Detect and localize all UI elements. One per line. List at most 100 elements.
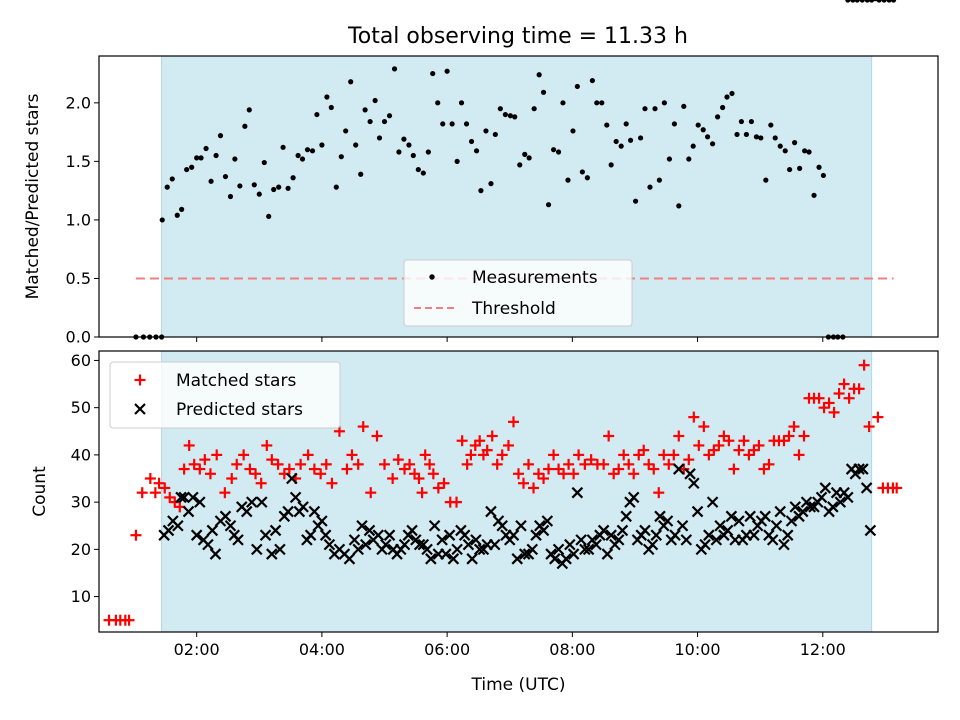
measurement-point	[604, 122, 609, 127]
measurement-point	[257, 192, 262, 197]
measurement-point	[262, 160, 267, 165]
measurement-point	[450, 121, 455, 126]
measurement-point	[517, 162, 522, 167]
measurement-point	[478, 188, 483, 193]
measurement-point	[787, 167, 792, 172]
measurement-point	[667, 156, 672, 161]
measurement-point	[724, 94, 729, 99]
x-tick-label: 10:00	[675, 640, 721, 659]
measurement-point	[426, 149, 431, 154]
measurement-point	[797, 166, 802, 171]
measurement-point	[570, 128, 575, 133]
measurement-point	[754, 134, 759, 139]
measurement-point	[459, 100, 464, 105]
measurement-point	[339, 154, 344, 159]
measurement-point	[729, 91, 734, 96]
measurement-point	[633, 199, 638, 204]
figure-title: Total observing time = 11.33 h	[347, 24, 688, 49]
legend: Measurements Threshold	[404, 260, 632, 326]
measurement-point	[305, 147, 310, 152]
measurement-point	[310, 148, 315, 153]
measurement-point	[353, 142, 358, 147]
measurement-point	[290, 175, 295, 180]
measurement-point	[701, 127, 706, 132]
measurement-point	[647, 185, 652, 190]
measurement-point	[474, 148, 479, 153]
measurement-point	[628, 138, 633, 143]
measurement-point	[624, 121, 629, 126]
measurement-point	[401, 137, 406, 142]
measurement-point	[585, 175, 590, 180]
legend-predicted-label: Predicted stars	[176, 400, 303, 420]
y-tick-label: 1.5	[66, 152, 91, 171]
x-axis-label: Time (UTC)	[471, 675, 566, 695]
measurement-point	[768, 122, 773, 127]
measurement-point	[512, 114, 517, 119]
measurement-point	[363, 107, 368, 112]
measurement-point	[614, 139, 619, 144]
y-tick-label: 0.5	[66, 269, 91, 288]
measurement-point	[508, 113, 513, 118]
measurement-point	[300, 156, 305, 161]
measurement-point	[532, 106, 537, 111]
measurement-point	[705, 134, 710, 139]
measurement-point	[175, 213, 180, 218]
measurement-point	[691, 144, 696, 149]
measurement-point	[619, 144, 624, 149]
measurement-point	[580, 169, 585, 174]
measurement-point	[373, 98, 378, 103]
measurement-point	[744, 132, 749, 137]
measurement-point	[599, 100, 604, 105]
measurement-point	[421, 170, 426, 175]
measurement-point	[652, 106, 657, 111]
measurement-point	[556, 149, 561, 154]
measurement-point	[488, 181, 493, 186]
measurement-point	[464, 121, 469, 126]
measurement-point	[483, 128, 488, 133]
measurement-point	[720, 105, 725, 110]
x-tick-label: 04:00	[299, 640, 345, 659]
measurement-point	[377, 135, 382, 140]
measurement-point	[778, 144, 783, 149]
measurement-point	[430, 71, 435, 76]
measurement-point	[165, 185, 170, 190]
measurement-point	[160, 217, 165, 222]
measurement-point	[280, 145, 285, 150]
legend-matched-label: Matched stars	[176, 371, 296, 391]
measurement-point	[696, 122, 701, 127]
measurement-point	[565, 178, 570, 183]
measurement-point	[285, 186, 290, 191]
measurement-point	[411, 153, 416, 158]
measurement-point	[440, 121, 445, 126]
measurement-point	[522, 152, 527, 157]
measurement-point	[498, 106, 503, 111]
measurement-point	[792, 140, 797, 145]
measurement-point	[551, 147, 556, 152]
measurement-point	[266, 214, 271, 219]
measurement-point	[527, 155, 532, 160]
measurement-point	[358, 172, 363, 177]
measurement-point	[232, 156, 237, 161]
y-axis-label: Matched/Predicted stars	[23, 93, 43, 299]
measurement-point	[763, 178, 768, 183]
measurement-point	[435, 100, 440, 105]
y-tick-label: 10	[71, 587, 91, 606]
measurement-point	[368, 119, 373, 124]
measurement-point	[686, 156, 691, 161]
measurement-point	[710, 141, 715, 146]
measurement-point	[387, 113, 392, 118]
measurement-point	[816, 165, 821, 170]
legend-measurements-label: Measurements	[472, 268, 598, 288]
measurement-point	[228, 194, 233, 199]
measurement-point	[324, 94, 329, 99]
measurement-point	[223, 174, 228, 179]
measurement-point	[676, 203, 681, 208]
measurement-point	[493, 132, 498, 137]
measurement-point	[821, 173, 826, 178]
y-tick-label: 40	[71, 445, 91, 464]
measurement-point	[681, 104, 686, 109]
legend-threshold-label: Threshold	[471, 299, 556, 319]
measurement-point	[329, 105, 334, 110]
measurement-point	[594, 100, 599, 105]
measurement-point	[208, 179, 213, 184]
